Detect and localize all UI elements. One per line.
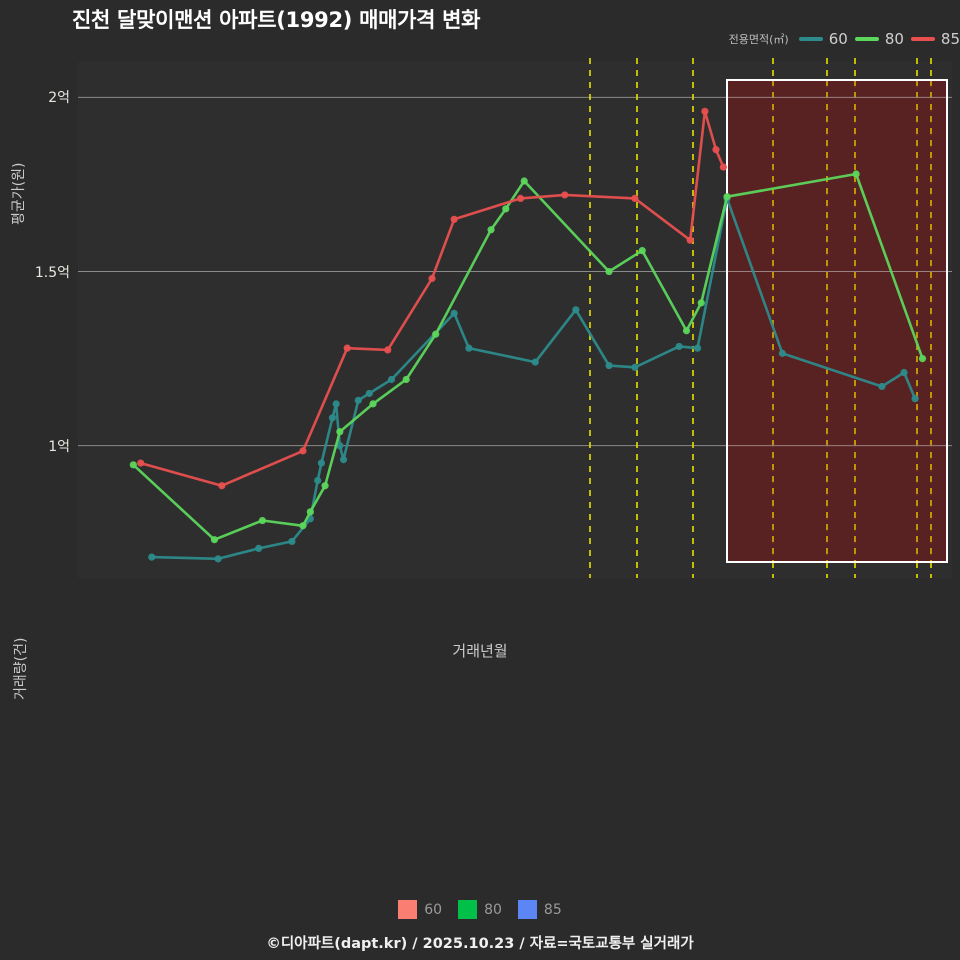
footer-credit: ©디아파트(dapt.kr) / 2025.10.23 / 자료=국토교통부 실… — [266, 936, 694, 952]
legend-title: 전용면적(㎡) — [728, 33, 789, 46]
bottom-legend-label-85: 85 — [543, 901, 562, 918]
main-y-axis-title: 평균가(원) — [11, 162, 27, 225]
legend-swatch-80 — [854, 37, 879, 41]
legend-item-80[interactable]: 80 — [854, 30, 904, 48]
price-line-chart — [78, 58, 952, 578]
bottom-legend-swatch-60 — [398, 900, 418, 919]
bottom-legend-item-60[interactable]: 60 — [398, 900, 442, 919]
series-legend-top: 전용면적(㎡) 60 80 85 — [729, 30, 960, 48]
main-y-tick-1: 1.5억 — [34, 264, 70, 281]
legend-item-85[interactable]: 85 — [910, 30, 960, 48]
bottom-legend-label-60: 60 — [424, 901, 443, 918]
bottom-legend-label-80: 80 — [484, 901, 502, 918]
volume-y-axis-title: 거래량(건) — [13, 637, 29, 700]
main-y-tick-2: 2억 — [48, 90, 70, 107]
bottom-legend-item-85[interactable]: 85 — [517, 900, 562, 919]
legend-swatch-85 — [910, 37, 935, 41]
main-x-axis-title: 거래년월 — [452, 642, 508, 660]
legend-swatch-60 — [798, 37, 823, 41]
legend-label-60: 60 — [828, 30, 848, 48]
bottom-legend-swatch-85 — [517, 900, 537, 919]
volume-bar-chart — [0, 645, 960, 890]
series-legend-bottom: 60 80 85 — [0, 900, 960, 919]
legend-item-60[interactable]: 60 — [798, 30, 848, 48]
bottom-legend-item-80[interactable]: 80 — [458, 900, 502, 919]
legend-label-85: 85 — [940, 30, 960, 48]
main-y-tick-0: 1억 — [48, 438, 70, 455]
legend-label-80: 80 — [884, 30, 904, 48]
bottom-legend-swatch-80 — [458, 900, 478, 919]
page-title: 진천 달맞이맨션 아파트(1992) 매매가격 변화 — [72, 8, 481, 32]
